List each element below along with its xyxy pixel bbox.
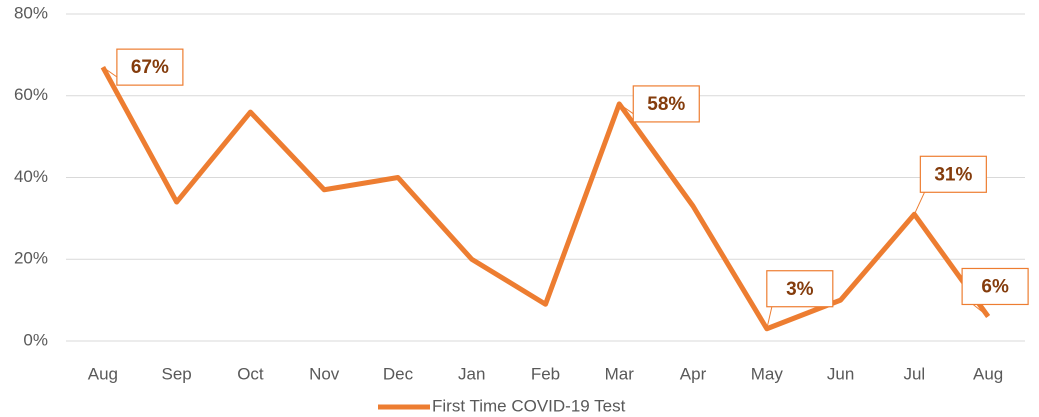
x-tick-label: May: [751, 364, 784, 383]
x-tick-label: Apr: [680, 364, 707, 383]
x-tick-label: Sep: [162, 364, 192, 383]
x-tick-label: Nov: [309, 364, 340, 383]
label-box: [961, 267, 1029, 306]
x-tick-label: Aug: [973, 364, 1003, 383]
y-tick-label: 20%: [14, 249, 48, 268]
label-box: [116, 48, 184, 86]
legend-label: First Time COVID-19 Test: [432, 396, 626, 415]
x-tick-label: Jun: [827, 364, 854, 383]
x-tick-label: Jul: [903, 364, 925, 383]
x-tick-label: Feb: [531, 364, 560, 383]
x-tick-label: Dec: [383, 364, 414, 383]
line: [100, 65, 991, 332]
x-tick-label: Mar: [605, 364, 635, 383]
y-tick-label: 60%: [14, 85, 48, 104]
y-tick-label: 40%: [14, 167, 48, 186]
label-box: [919, 155, 987, 193]
y-tick-label: 0%: [23, 330, 48, 349]
x-tick-label: Oct: [237, 364, 264, 383]
data-label: 31%: [934, 164, 972, 185]
data-label: 6%: [981, 276, 1009, 297]
label-box: [766, 270, 834, 308]
x-tick-label: Jan: [458, 364, 485, 383]
data-label: 58%: [647, 94, 685, 115]
x-tick-label: Aug: [88, 364, 118, 383]
data-label: 67%: [131, 57, 169, 78]
y-tick-label: 80%: [14, 3, 48, 22]
data-label: 3%: [786, 279, 814, 300]
label-box: [632, 85, 700, 123]
